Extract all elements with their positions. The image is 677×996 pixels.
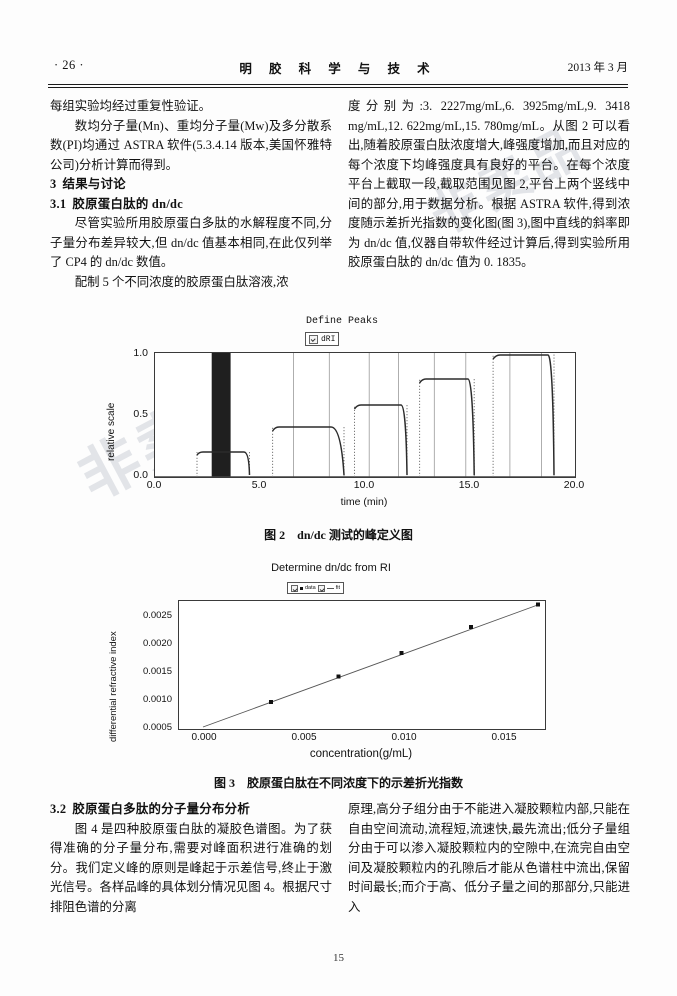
column-left-top: 每组实验均经过重复性验证。 数均分子量(Mn)、重均分子量(Mw)及多分散系数(…: [50, 97, 332, 292]
chart2-xtick: 0.010: [391, 732, 417, 743]
chart2-xlabel: concentration(g/mL): [309, 748, 413, 760]
figure-3-caption: 图 3 胶原蛋白肽在不同浓度下的示差折光指数: [0, 774, 677, 791]
chart2-legend[interactable]: data fit: [287, 582, 344, 594]
page-number: 15: [333, 952, 344, 964]
chart2-ytick: 0.0010: [142, 694, 172, 705]
chart2-ytick: 0.0020: [142, 638, 172, 649]
chart1-xtick: 20.0: [563, 479, 585, 491]
figure-2-number: 图 2: [264, 528, 286, 542]
section-heading-3: 3 结果与讨论: [50, 175, 332, 195]
section-heading-3-1: 3.1 胶原蛋白肽的 dn/dc: [50, 195, 332, 215]
chart1-ytick: 1.0: [133, 347, 148, 359]
paragraph: 图 4 是四种胶原蛋白肽的凝胶色谱图。为了获得准确的分子量分布,需要对峰面积进行…: [50, 821, 332, 914]
section-number: 3.1: [50, 196, 67, 211]
chart1-xtick: 10.0: [353, 479, 375, 491]
chart1-ytick: 0.5: [133, 408, 148, 420]
figure-2-chart: Define Peaks dRI relative scale 1.0 0.5 …: [96, 316, 588, 516]
section-title: 胶原蛋白多肽的分子量分布分析: [72, 802, 251, 816]
chart2-xtick: 0.000: [191, 732, 217, 743]
paragraph: 每组实验均经过重复性验证。: [50, 99, 212, 113]
paragraph: 尽管实验所用胶原蛋白多肽的水解程度不同,分子量分布差异较大,但 dn/dc 值基…: [50, 216, 332, 269]
paragraph: 原理,高分子组分由于不能进入凝胶颗粒内部,只能在自由空间流动,流程短,流速快,最…: [348, 802, 630, 914]
section-title: 胶原蛋白肽的 dn/dc: [72, 196, 184, 211]
signal-plateaus: [196, 354, 555, 476]
chart2-svg: [202, 602, 540, 728]
header-rule: [48, 84, 628, 88]
chart2-ytick: 0.0025: [142, 610, 172, 621]
column-right-bottom: 原理,高分子组分由于不能进入凝胶颗粒内部,只能在自由空间流动,流程短,流速快,最…: [348, 800, 630, 917]
running-head: · 26 · 明 胶 科 学 与 技 术 2013 年 3 月: [48, 58, 628, 80]
signal-edges: [196, 354, 555, 477]
figure-3-number: 图 3: [213, 776, 235, 790]
chart1-ytick: 0.0: [133, 469, 148, 481]
figure-2-title: dn/dc 测试的峰定义图: [297, 528, 413, 542]
chart1-legend[interactable]: dRI: [305, 332, 340, 346]
chart2-legend-fit: fit: [335, 585, 340, 591]
chart2-xtick: 0.005: [291, 732, 317, 743]
figure-3-title: 胶原蛋白肽在不同浓度下的示差折光指数: [247, 776, 464, 790]
column-left-bottom: 3.2 胶原蛋白多肽的分子量分布分析 图 4 是四种胶原蛋白肽的凝胶色谱图。为了获…: [50, 800, 332, 917]
figure-3-chart: Determine dn/dc from RI data fit differe…: [96, 562, 566, 767]
chart1-title: Define Peaks: [305, 316, 378, 327]
chart1-xlabel: time (min): [340, 496, 388, 508]
issue-date: 2013 年 3 月: [567, 62, 628, 74]
chart1-legend-label: dRI: [321, 334, 336, 344]
fit-line: [202, 604, 540, 728]
highlight-band: [211, 353, 231, 477]
chart2-title: Determine dn/dc from RI: [271, 562, 391, 574]
chart2-xtick: 0.015: [491, 732, 517, 743]
checkbox-icon[interactable]: [309, 334, 318, 344]
chart1-plot-area: [154, 352, 576, 478]
chart1-xtick: 5.0: [251, 479, 267, 491]
chart1-xtick: 15.0: [458, 479, 480, 491]
section-number: 3: [50, 177, 57, 191]
section-number: 3.2: [50, 802, 67, 816]
paragraph: 配制 5 个不同浓度的胶原蛋白肽溶液,浓: [74, 274, 289, 289]
paragraph: 度分别为:3. 2227mg/mL,6. 3925mg/mL,9. 3418 m…: [348, 99, 630, 269]
column-right-top: 度分别为:3. 2227mg/mL,6. 3925mg/mL,9. 3418 m…: [348, 97, 630, 273]
chart2-ylabel: differential refractive index: [108, 631, 119, 742]
legend-marker-line: [326, 587, 334, 589]
chart1-xtick: 0.0: [146, 479, 162, 491]
selection-gridlines: [293, 353, 542, 477]
section-heading-3-2: 3.2 胶原蛋白多肽的分子量分布分析: [50, 800, 332, 820]
chart2-legend-data: data: [305, 585, 316, 591]
paragraph: 数均分子量(Mn)、重均分子量(Mw)及多分散系数(PI)均通过 ASTRA 软…: [50, 118, 332, 172]
legend-marker-square: [300, 586, 303, 590]
journal-title: 明 胶 科 学 与 技 术: [239, 62, 437, 76]
folio-left: · 26 ·: [54, 58, 85, 72]
section-title: 结果与讨论: [62, 177, 126, 191]
data-points: [269, 602, 540, 704]
checkbox-icon[interactable]: [317, 584, 325, 592]
chart2-ytick: 0.0015: [142, 666, 172, 677]
figure-2-caption: 图 2 dn/dc 测试的峰定义图: [0, 526, 677, 543]
checkbox-icon[interactable]: [291, 584, 298, 592]
chart2-plot-area: [178, 600, 546, 730]
chart2-ytick: 0.0005: [142, 722, 172, 733]
chart1-svg: [155, 353, 575, 477]
